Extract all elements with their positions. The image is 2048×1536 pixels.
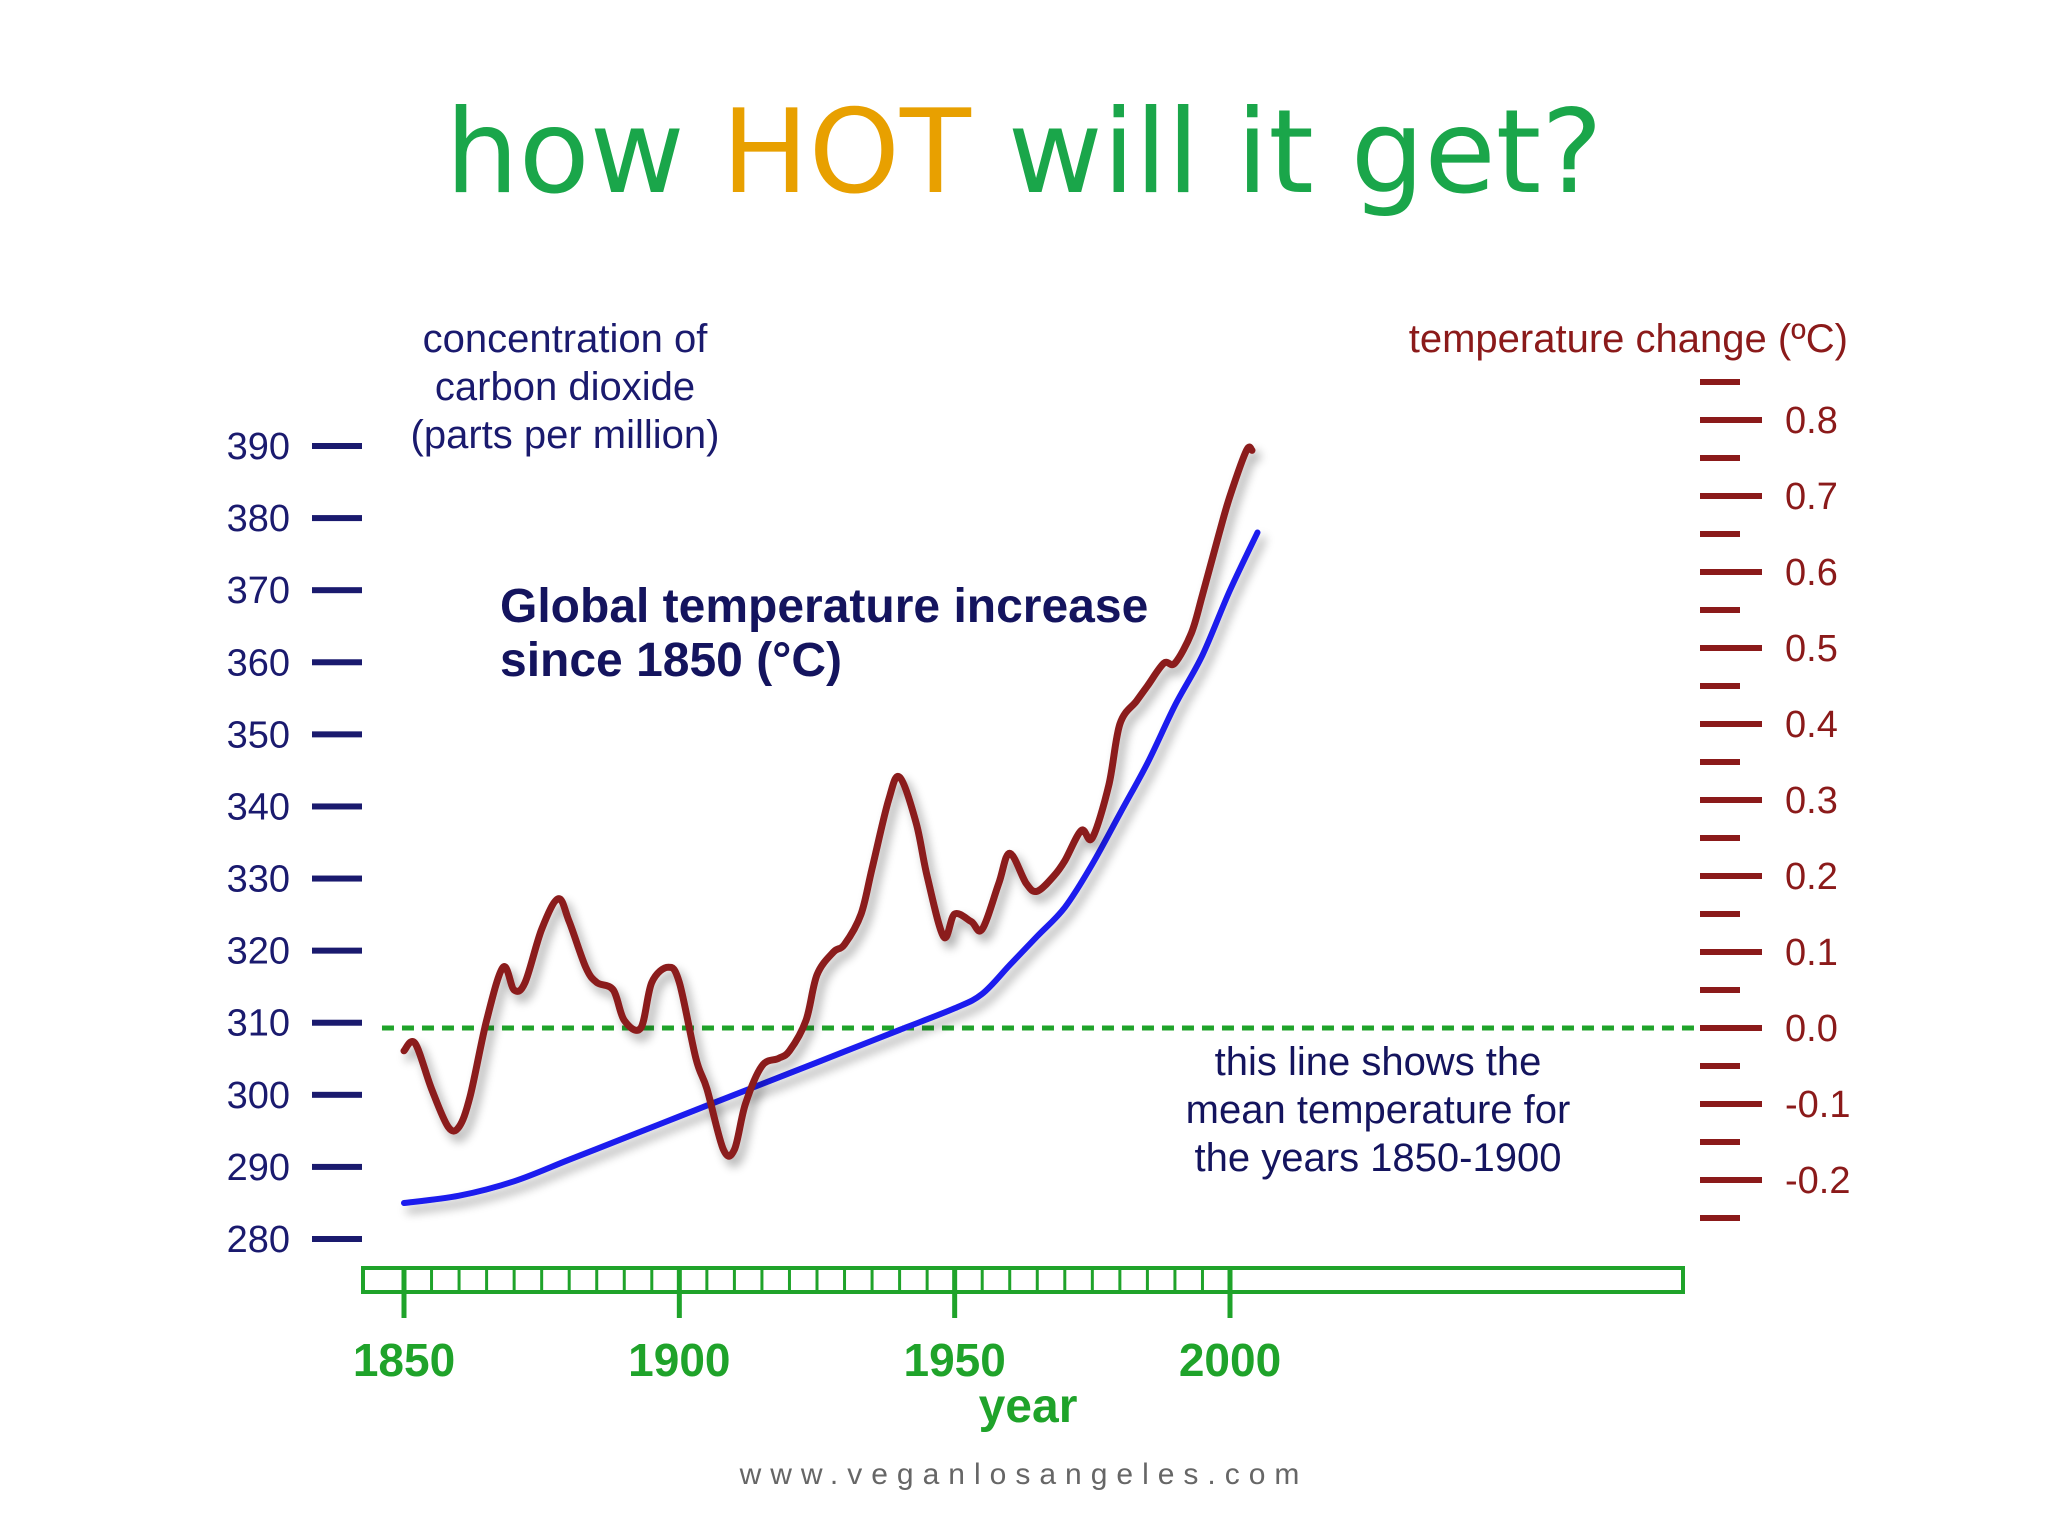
co2-tick-mark (312, 515, 362, 522)
co2-concentration-line (401, 529, 1261, 1206)
temperature-tick-mark (1700, 1025, 1762, 1031)
co2-axis-label-line-2: carbon dioxide (435, 365, 695, 409)
co2-tick-label: 330 (227, 859, 290, 901)
chart-title-line-1: Global temperature increase (500, 580, 1148, 633)
co2-tick-mark (312, 1236, 362, 1242)
slide-title: how HOT will it get? (0, 78, 2048, 228)
co2-tick-mark (312, 443, 362, 449)
year-tick-label: 1950 (903, 1334, 1005, 1386)
title-part-hot: HOT (721, 85, 971, 220)
temperature-tick-label: 0.0 (1785, 1008, 1838, 1050)
baseline-annotation-line-1: this line shows the (1215, 1040, 1542, 1084)
temperature-axis: 0.8 0.7 0.6 0.5 0.4 0.3 0.2 0.1 0.0 -0.1 -0.2 (1700, 379, 1850, 1221)
temperature-tick-mark (1700, 569, 1762, 575)
temperature-tick-label: 0.6 (1785, 552, 1838, 594)
temperature-minor-tick (1700, 1139, 1740, 1145)
co2-axis-label-line-3: (parts per million) (411, 413, 720, 457)
co2-tick-label: 380 (227, 498, 290, 540)
co2-tick-mark (312, 803, 362, 810)
temperature-tick-label: 0.7 (1785, 476, 1838, 518)
co2-tick-mark (312, 587, 362, 594)
chart-title-line-2: since 1850 (°C) (500, 634, 842, 687)
x-axis-label: year (979, 1380, 1078, 1433)
baseline-annotation-line-3: the years 1850-1900 (1195, 1136, 1562, 1180)
co2-tick-label: 340 (227, 786, 290, 828)
temperature-minor-tick (1700, 987, 1740, 993)
temperature-tick-mark (1700, 873, 1762, 879)
temperature-minor-tick (1700, 835, 1740, 841)
temperature-tick-mark (1700, 417, 1762, 423)
co2-tick-label: 290 (227, 1147, 290, 1189)
temperature-minor-tick (1700, 683, 1740, 689)
temperature-tick-label: -0.2 (1785, 1160, 1850, 1202)
co2-tick-label: 360 (227, 642, 290, 684)
baseline-annotation-line-2: mean temperature for (1186, 1088, 1571, 1132)
co2-tick-mark (312, 1019, 362, 1026)
co2-tick-mark (312, 659, 362, 666)
temperature-minor-tick (1700, 531, 1740, 537)
temperature-tick-mark (1700, 493, 1762, 499)
co2-tick-mark (312, 731, 362, 738)
temperature-minor-tick (1700, 1215, 1740, 1221)
title-part-how: how (445, 85, 722, 220)
temperature-tick-mark (1700, 797, 1762, 803)
temperature-axis-label: temperature change (ºC) (1409, 317, 1848, 361)
temperature-minor-tick (1700, 759, 1740, 765)
title-part-rest: will it get? (970, 85, 1603, 220)
temperature-tick-mark (1700, 721, 1762, 727)
co2-tick-mark (312, 1091, 362, 1098)
co2-tick-label: 300 (227, 1075, 290, 1117)
temperature-tick-mark (1700, 949, 1762, 955)
co2-tick-label: 280 (227, 1219, 290, 1261)
co2-tick-label: 320 (227, 931, 290, 973)
year-tick-label: 1850 (353, 1334, 455, 1386)
temperature-tick-label: 0.2 (1785, 856, 1838, 898)
year-axis-bar (361, 1266, 1685, 1294)
temperature-tick-mark (1700, 1101, 1762, 1107)
temperature-tick-label: 0.4 (1785, 704, 1838, 746)
co2-tick-label: 350 (227, 714, 290, 756)
temperature-tick-label: 0.5 (1785, 628, 1838, 670)
temperature-minor-tick (1700, 1063, 1740, 1069)
co2-tick-label: 370 (227, 570, 290, 612)
temperature-tick-label: 0.3 (1785, 780, 1838, 822)
co2-tick-label: 390 (227, 426, 290, 468)
co2-tick-mark (312, 947, 362, 954)
year-tick-label: 1900 (628, 1334, 730, 1386)
temperature-minor-tick (1700, 607, 1740, 613)
co2-tick-mark (312, 875, 362, 882)
temperature-tick-label: 0.8 (1785, 400, 1838, 442)
co2-axis: 280 290 300 310 320 330 340 350 360 370 380 390 (227, 426, 362, 1261)
temperature-tick-label: 0.1 (1785, 932, 1838, 974)
co2-tick-mark (312, 1163, 362, 1170)
temperature-tick-label: -0.1 (1785, 1084, 1850, 1126)
temperature-minor-tick (1700, 455, 1740, 461)
footer-url: www.veganlosangeles.com (739, 1458, 1309, 1491)
year-tick-label: 2000 (1179, 1334, 1281, 1386)
temperature-tick-mark (1700, 645, 1762, 651)
temperature-tick-mark (1700, 1177, 1762, 1183)
co2-tick-label: 310 (227, 1003, 290, 1045)
year-axis: 1850 1900 1950 2000 (353, 1266, 1685, 1386)
co2-axis-label-line-1: concentration of (423, 317, 709, 361)
temperature-minor-tick (1700, 379, 1740, 385)
temperature-change-line (400, 443, 1256, 1160)
temperature-minor-tick (1700, 911, 1740, 917)
